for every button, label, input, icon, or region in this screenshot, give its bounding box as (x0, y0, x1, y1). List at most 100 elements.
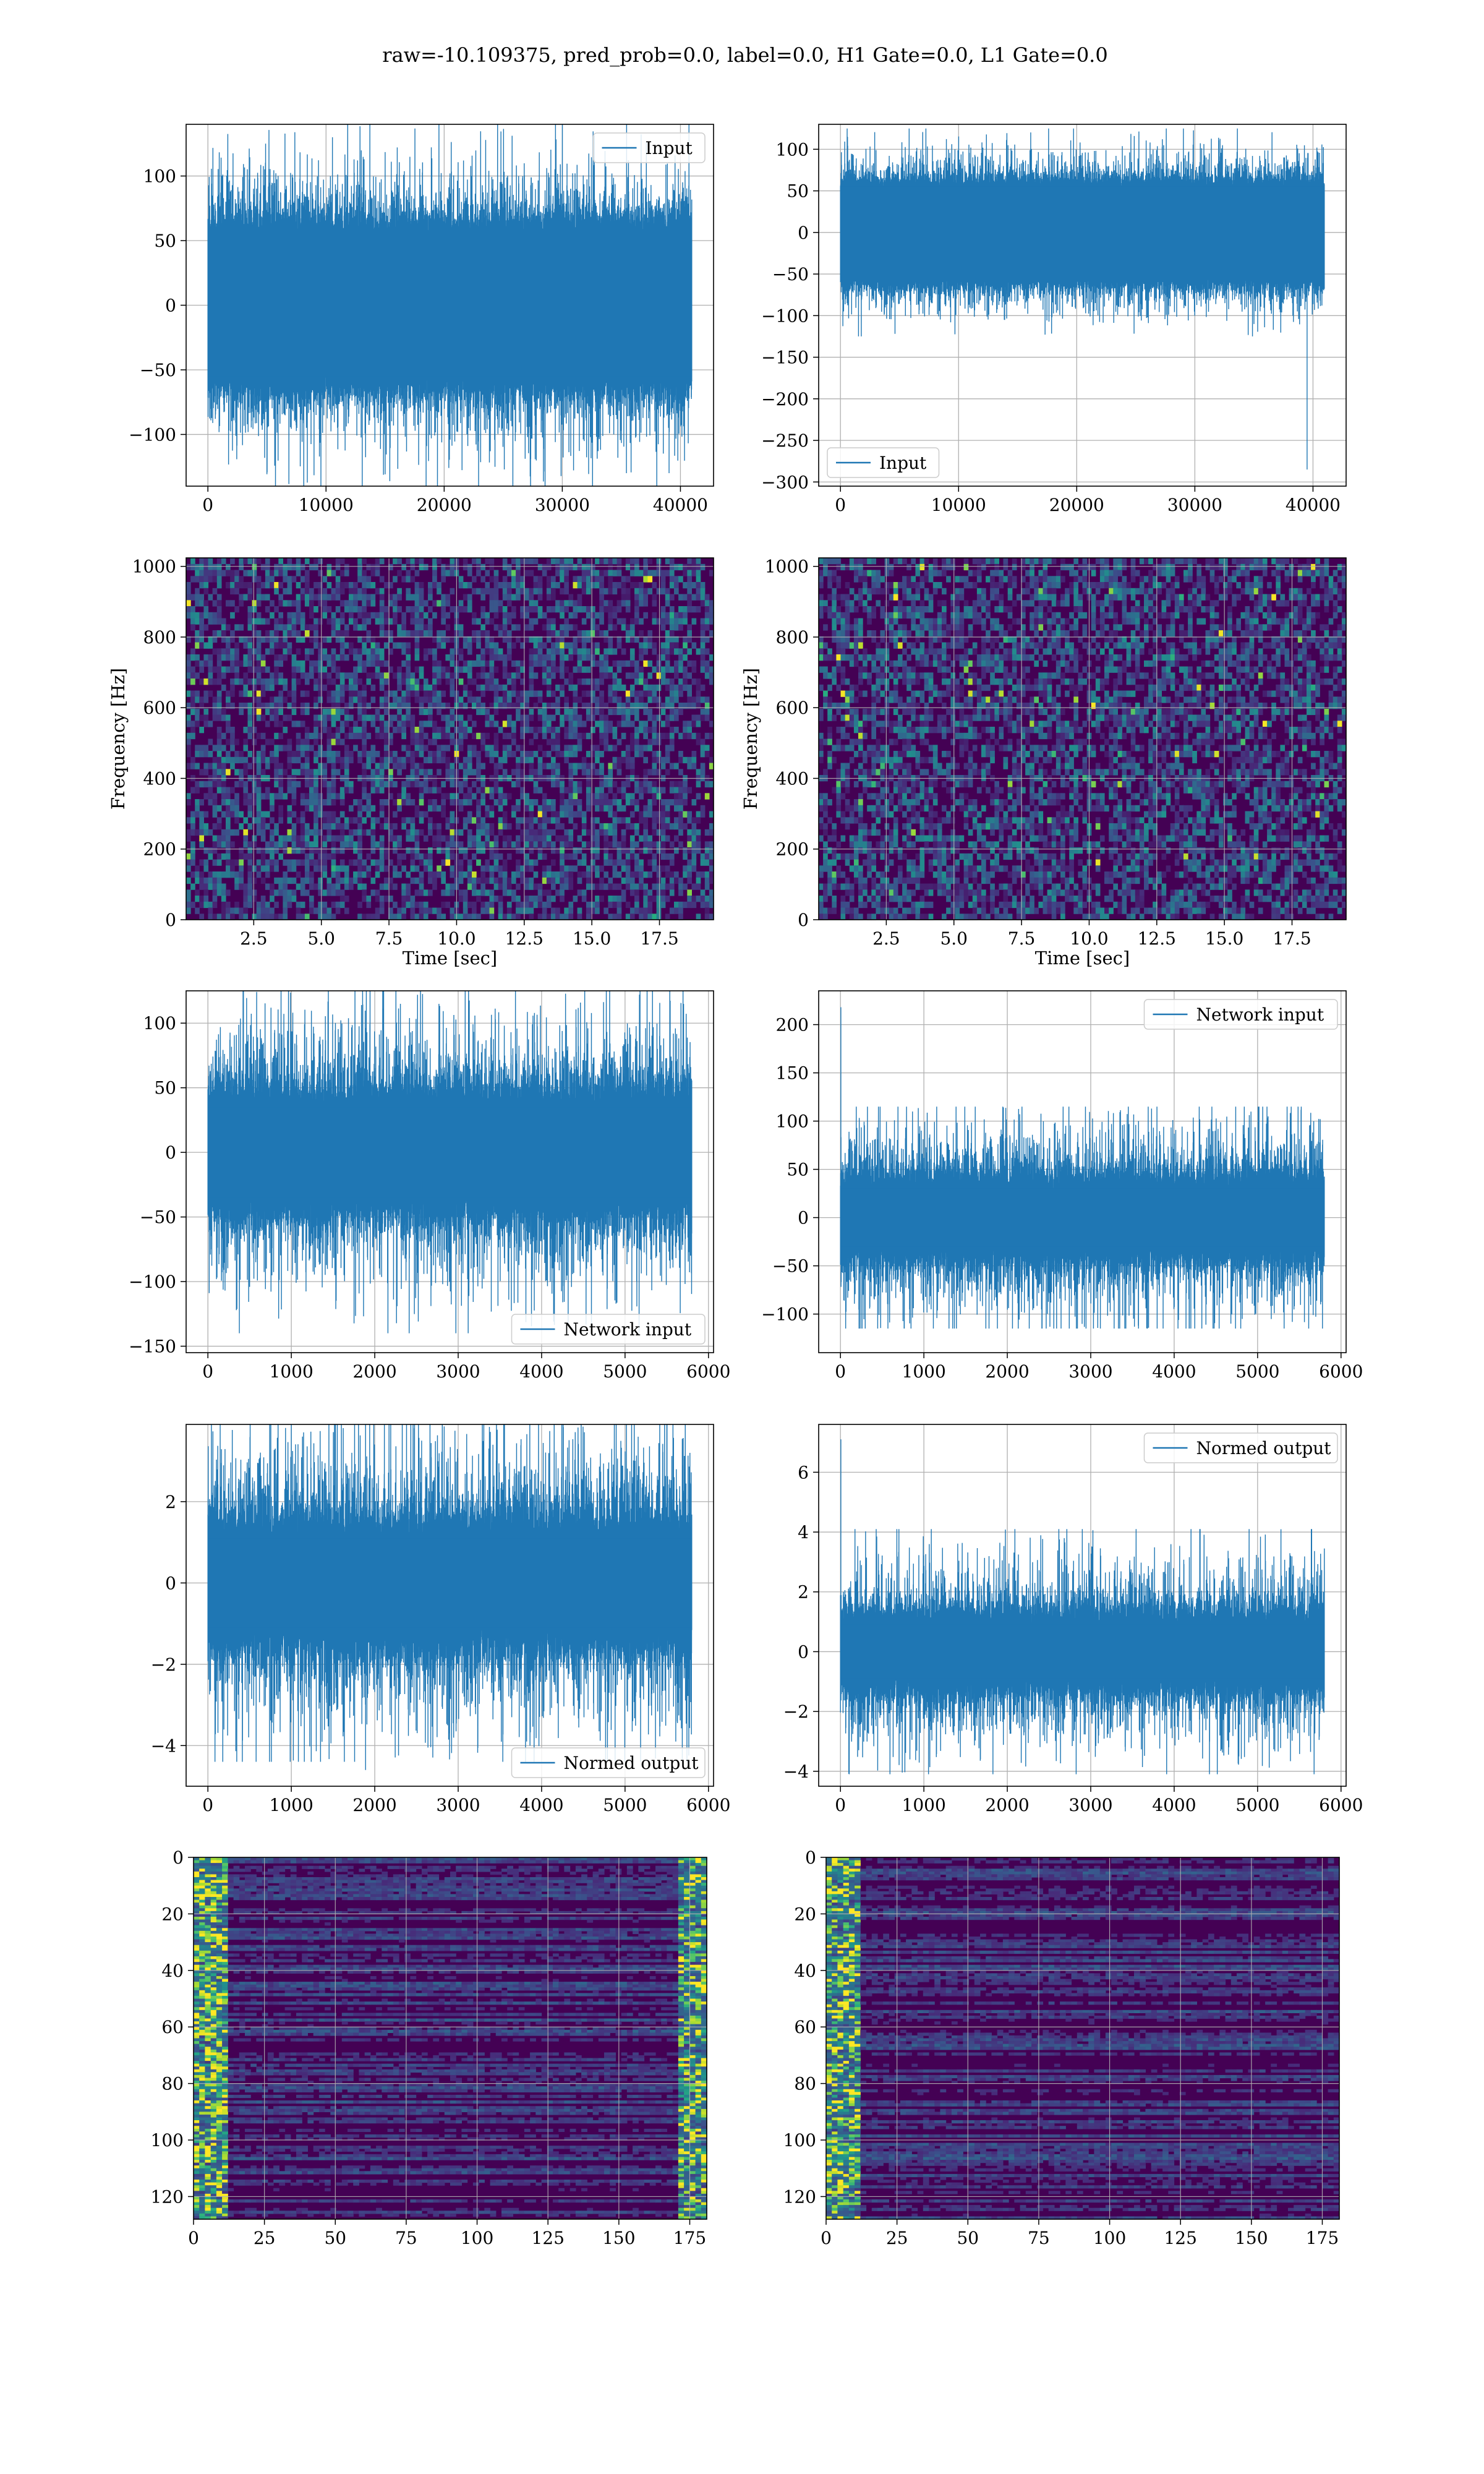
signal-core-band (840, 186, 1324, 278)
x-tick-label: 100 (1093, 2228, 1126, 2248)
y-tick-label: 200 (776, 1015, 809, 1035)
y-tick-label: −4 (783, 1761, 809, 1782)
axes-frame (818, 1424, 1347, 1787)
x-tick-label: 175 (673, 2228, 706, 2248)
x-tick-label: 125 (1164, 2228, 1196, 2248)
x-tick-label: 15.0 (573, 928, 611, 949)
y-tick-label: 400 (776, 768, 809, 789)
panel-r4c1: 0 1000 2000 3000 4000 5000 6000 2 0 −2 −4 Normed ou… (151, 1424, 730, 1815)
panel-r3c1: 0 1000 2000 3000 4000 5000 6000 100 50 0 −50 −100 −1… (129, 990, 730, 1382)
x-tick-label: 1000 (270, 1795, 313, 1815)
x-tick-label: 0 (202, 1361, 213, 1382)
y-tick-label: 100 (143, 166, 176, 187)
y-tick-label: 100 (776, 1111, 809, 1132)
x-tick-label: 40000 (653, 495, 708, 515)
legend-label: Input (879, 453, 927, 473)
y-tick-label: 20 (161, 1904, 184, 1924)
x-tick-label: 1000 (902, 1361, 946, 1382)
x-tick-label: 1000 (270, 1361, 313, 1382)
heatmap-cells (819, 558, 1347, 920)
y-tick-label: 50 (154, 231, 176, 251)
legend: Input (827, 447, 940, 478)
axes-frame (186, 990, 714, 1353)
y-tick-label: 100 (151, 2130, 184, 2151)
x-tick-label: 30000 (535, 495, 590, 515)
x-tick-label: 12.5 (1138, 928, 1176, 949)
y-tick-label: −150 (129, 1337, 176, 1357)
y-tick-label: 80 (161, 2074, 184, 2094)
legend: Normed output (1143, 1432, 1338, 1463)
x-tick-label: 20000 (1049, 495, 1104, 515)
x-tick-label: 2000 (352, 1795, 396, 1815)
legend: Network input (1143, 999, 1338, 1030)
y-tick-label: 0 (165, 1573, 176, 1593)
x-tick-label: 25 (886, 2228, 908, 2248)
y-tick-label: 40 (161, 1961, 184, 1981)
x-axis-label: Time [sec] (403, 948, 497, 969)
y-tick-label: −50 (772, 264, 809, 285)
x-tick-label: 3000 (436, 1795, 480, 1815)
panel-r5c1: 0 25 50 75 100 125 150 175 0 20 40 60 80 100 120 (151, 1847, 707, 2248)
legend-label: Normed output (564, 1753, 699, 1773)
y-tick-label: −50 (140, 360, 176, 380)
panel-r2c2: 2.5 5.0 7.5 10.0 12.5 15.0 17.5 0 200 400 600 800 10… (740, 557, 1347, 969)
legend-label: Normed output (1196, 1438, 1332, 1458)
y-tick-label: 100 (776, 139, 809, 160)
x-tick-label: 125 (531, 2228, 564, 2248)
y-tick-label: 0 (798, 1208, 809, 1228)
y-tick-label: 0 (805, 1847, 816, 1868)
x-tick-label: 7.5 (1008, 928, 1036, 949)
y-tick-label: −100 (761, 306, 809, 326)
y-tick-label: 0 (798, 223, 809, 243)
y-tick-label: 120 (151, 2186, 184, 2207)
y-tick-label: 50 (787, 181, 809, 202)
signal-series (840, 128, 1325, 470)
axes-frame (193, 1857, 707, 2220)
y-tick-label: 1000 (765, 557, 809, 577)
x-axis-label: Time [sec] (1035, 948, 1130, 969)
x-tick-label: 4000 (519, 1361, 563, 1382)
y-tick-label: 100 (143, 1013, 176, 1034)
legend-box (511, 1747, 706, 1778)
y-tick-label: 0 (165, 296, 176, 316)
legend-box (1143, 1432, 1338, 1463)
x-tick-label: 175 (1306, 2228, 1339, 2248)
y-tick-label: 100 (783, 2130, 816, 2151)
axes-frame (186, 557, 714, 920)
y-tick-label: 0 (798, 1641, 809, 1662)
legend-box (511, 1314, 706, 1345)
y-tick-label: −150 (761, 348, 809, 368)
x-tick-label: 25 (254, 2228, 276, 2248)
y-tick-label: −200 (761, 389, 809, 409)
x-tick-label: 4000 (1152, 1795, 1196, 1815)
y-tick-label: −300 (761, 472, 809, 492)
y-tick-label: 60 (161, 2017, 184, 2037)
x-tick-label: 6000 (686, 1361, 730, 1382)
x-tick-label: 6000 (686, 1795, 730, 1815)
signal-core-band (840, 1624, 1324, 1679)
y-tick-label: −50 (140, 1207, 176, 1228)
y-tick-label: 200 (776, 839, 809, 860)
y-tick-label: 200 (143, 839, 176, 860)
x-tick-label: 12.5 (505, 928, 544, 949)
axes-frame (818, 124, 1347, 487)
x-tick-label: 10000 (931, 495, 986, 515)
x-tick-label: 4000 (1152, 1361, 1196, 1382)
x-tick-label: 0 (202, 495, 213, 515)
signal-core-band (840, 1188, 1324, 1247)
legend-label: Input (646, 138, 693, 158)
y-tick-label: 800 (143, 627, 176, 648)
x-tick-label: 10000 (299, 495, 354, 515)
signal-series (840, 1439, 1325, 1774)
y-axis-label: Frequency [Hz] (108, 668, 129, 810)
x-tick-label: 4000 (519, 1795, 563, 1815)
y-tick-label: 0 (173, 1847, 184, 1868)
x-tick-label: 17.5 (640, 928, 678, 949)
y-tick-label: −50 (772, 1256, 809, 1277)
panel-r1c1: 0 10000 20000 30000 40000 100 50 0 −50 −100 Input (129, 124, 714, 515)
x-tick-label: 17.5 (1273, 928, 1311, 949)
legend: Normed output (511, 1747, 706, 1778)
panel-r5c2: 0 25 50 75 100 125 150 175 0 20 40 60 80 100 120 (783, 1847, 1340, 2248)
panel-r1c2: 0 10000 20000 30000 40000 100 50 0 −50 −100 −150 −2… (761, 124, 1347, 515)
